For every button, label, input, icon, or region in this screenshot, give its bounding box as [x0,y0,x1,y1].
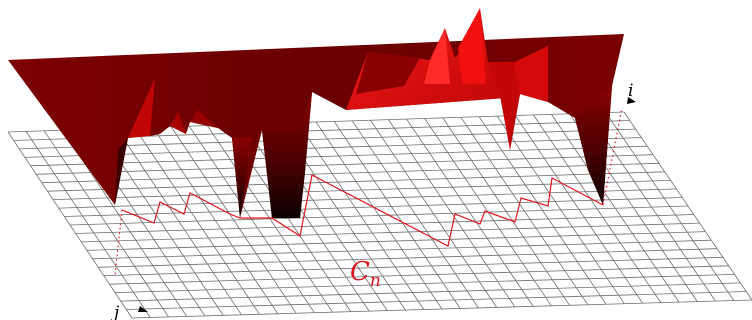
surface [8,8,624,218]
grid-line-j [41,162,659,184]
grid-line-j [98,248,718,268]
surface-ridge-left-3 [190,110,218,128]
surface-pit-3 [575,86,612,205]
surface-ridge-left [128,78,155,138]
curve-label-subscript: n [370,271,381,291]
axis-i-arrow [627,97,636,104]
grid-line-j [109,265,729,285]
surface-peak-shade-2 [515,46,548,102]
surface-pit-4 [115,138,128,205]
surface-peak-1 [424,28,450,84]
grid-line-j [53,180,671,200]
surface-peak-shade-3 [356,52,420,94]
grid-line-j [131,299,752,319]
grid-line-j [24,137,642,158]
grid-line-j [86,231,706,251]
axis-j-arrow [138,306,148,312]
grid-line-j [30,145,648,167]
grid-line-j [58,188,677,209]
curve-end-marker-left [114,209,123,276]
grid-line-j [126,291,747,310]
surface-pit-1 [232,138,252,218]
curve-cn [121,174,604,247]
curve-label: Cn [350,257,381,291]
curve-end-marker-right [602,107,623,206]
grid-line-j [47,171,665,192]
curve-label-main: C [350,257,370,287]
grid-line-j [115,274,735,293]
axis-j-label: j [110,303,120,320]
grid-line-j [92,239,712,260]
surface-peak-shade [488,62,515,150]
surface-ridge-left-2 [170,112,186,134]
grid-line-j [120,282,741,302]
grid-line-j [36,154,654,175]
grid-line-j [103,256,723,277]
grid-line-j [69,205,689,226]
axis-i-label: i [628,81,633,101]
grid-line-j [75,214,694,234]
surface-peak-2 [458,8,486,84]
grid-line-j [81,222,700,243]
surface-pit-2 [262,92,312,218]
